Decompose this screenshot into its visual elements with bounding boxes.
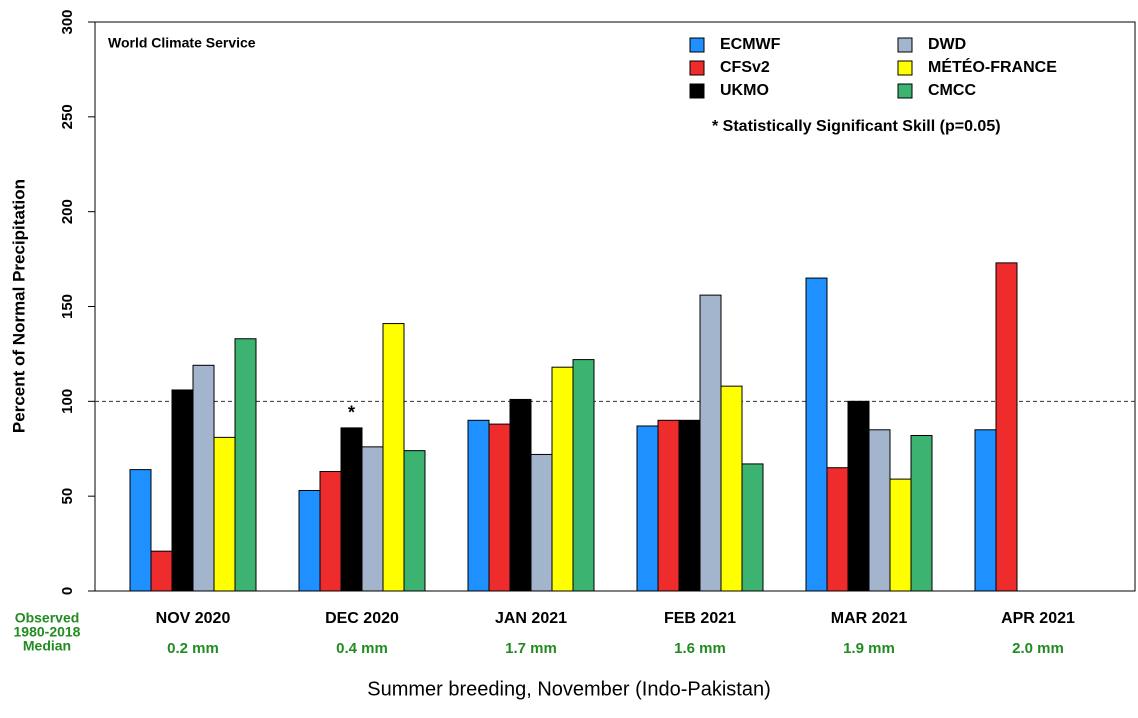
observed-median: 0.2 mm [167, 640, 219, 657]
legend-swatch [689, 83, 705, 99]
bar [340, 427, 363, 592]
legend-label: CMCC [928, 82, 976, 99]
observed-median: 1.7 mm [505, 640, 557, 657]
bar [741, 463, 764, 592]
legend-label: CFSv2 [720, 59, 770, 76]
legend-label: DWD [928, 36, 966, 53]
bar [171, 389, 194, 592]
y-tick-label: 0 [59, 587, 76, 595]
legend-swatch [897, 83, 913, 99]
bar [868, 429, 891, 592]
bar [551, 366, 574, 592]
legend-label: ECMWF [720, 36, 781, 53]
bar [234, 338, 257, 592]
legend-label: MÉTÉO-FRANCE [928, 57, 1057, 76]
x-tick-label: MAR 2021 [831, 610, 908, 627]
bar [995, 262, 1018, 592]
bar [699, 294, 722, 592]
y-tick-label: 250 [59, 104, 76, 129]
legend-label: UKMO [720, 82, 769, 99]
observed-median: 1.9 mm [843, 640, 895, 657]
y-axis-label: Percent of Normal Precipitation [9, 179, 28, 433]
y-tick-label: 150 [59, 294, 76, 319]
bar [192, 364, 215, 592]
observed-median: 0.4 mm [336, 640, 388, 657]
observed-label: Observed [15, 610, 80, 626]
y-tick-label: 300 [59, 9, 76, 34]
y-tick-label: 50 [59, 488, 76, 505]
y-tick-label: 200 [59, 199, 76, 224]
y-tick-label: 100 [59, 389, 76, 414]
legend-swatch [897, 37, 913, 53]
bar [319, 471, 342, 592]
x-tick-label: APR 2021 [1001, 610, 1075, 627]
legend-swatch [897, 60, 913, 76]
bar [150, 550, 173, 592]
bar [382, 323, 405, 592]
significance-marker: * [348, 403, 355, 423]
bar [467, 419, 490, 592]
observed-median: 1.6 mm [674, 640, 726, 657]
bar [805, 277, 828, 592]
legend-note: * Statistically Significant Skill (p=0.0… [712, 118, 1001, 135]
bar [910, 434, 933, 592]
legend-swatch [689, 60, 705, 76]
bar [403, 450, 426, 592]
bar [826, 467, 849, 592]
bar [678, 419, 701, 592]
observed-label: Median [23, 638, 71, 654]
x-tick-label: NOV 2020 [156, 610, 231, 627]
bar [213, 436, 236, 592]
bar [720, 385, 743, 592]
bar [530, 453, 553, 592]
bar [361, 446, 384, 592]
x-tick-label: FEB 2021 [664, 610, 736, 627]
bar [488, 423, 511, 592]
bar [847, 400, 870, 592]
subtitle: World Climate Service [108, 35, 256, 51]
x-tick-label: DEC 2020 [325, 610, 399, 627]
observed-label: 1980-2018 [14, 624, 81, 640]
caption: Summer breeding, November (Indo-Pakistan… [367, 678, 771, 700]
bar [509, 398, 532, 592]
legend-swatch [689, 37, 705, 53]
bar [572, 359, 595, 592]
bar [657, 419, 680, 592]
bar [298, 489, 321, 592]
bar [889, 478, 912, 592]
bar [129, 469, 152, 592]
bar [636, 425, 659, 592]
bar [974, 429, 997, 592]
observed-median: 2.0 mm [1012, 640, 1064, 657]
x-tick-label: JAN 2021 [495, 610, 567, 627]
